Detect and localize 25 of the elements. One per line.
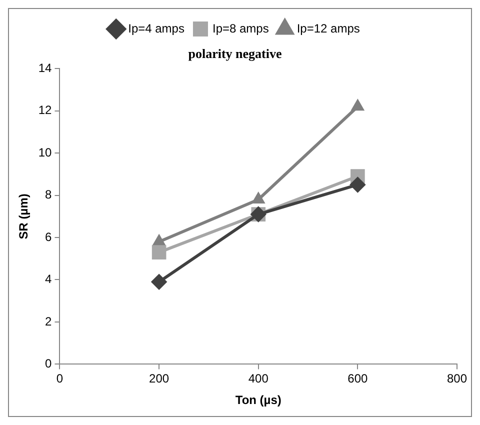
- legend-label: Ip=12 amps: [296, 21, 360, 36]
- x-tick-label: 0: [56, 372, 64, 386]
- x-tick-label: 400: [248, 372, 269, 386]
- point: [153, 235, 165, 246]
- y-tick-label: 10: [38, 145, 52, 160]
- y-tick-label: 6: [45, 230, 52, 244]
- x-axis-title: Ton (µs): [235, 393, 282, 408]
- y-tick-label: 12: [38, 103, 52, 118]
- point: [152, 274, 167, 290]
- y-tick-label: 8: [45, 188, 52, 202]
- y-tick-label: 2: [45, 314, 52, 328]
- point: [152, 245, 166, 260]
- x-tick-label: 800: [446, 372, 468, 386]
- point: [350, 177, 366, 192]
- y-axis-title: SR (µm): [16, 194, 31, 240]
- point: [252, 193, 264, 204]
- point: [352, 100, 364, 111]
- chart-title: polarity negative: [188, 46, 282, 62]
- y-tick-label: 14: [38, 60, 52, 75]
- legend-label: Ip=8 amps: [212, 21, 269, 36]
- x-tick-label: 600: [348, 372, 368, 386]
- legend-label: Ip=4 amps: [128, 21, 184, 36]
- y-tick-label: 4: [45, 272, 52, 286]
- x-tick-label: 200: [149, 372, 170, 386]
- y-tick-label: 0: [45, 356, 52, 371]
